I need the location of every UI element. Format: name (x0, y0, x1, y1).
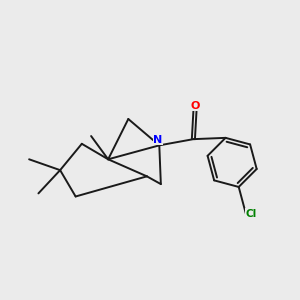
Text: O: O (190, 101, 200, 111)
Text: N: N (153, 135, 162, 145)
Text: Cl: Cl (246, 209, 257, 219)
